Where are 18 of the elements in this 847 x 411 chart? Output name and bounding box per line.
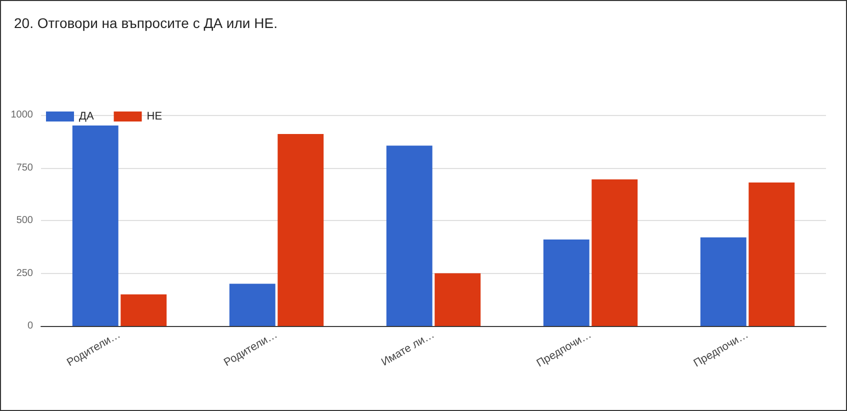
bar	[278, 134, 324, 326]
bar	[543, 239, 590, 326]
bar	[592, 179, 638, 326]
bar	[72, 126, 118, 326]
bar	[434, 273, 481, 326]
bar	[748, 182, 795, 326]
legend-label: ДА	[79, 110, 94, 122]
bar	[229, 284, 276, 326]
bar	[386, 146, 432, 326]
y-tick-label: 0	[27, 320, 34, 332]
legend-label: НЕ	[146, 110, 162, 122]
bar	[120, 294, 167, 326]
y-tick-label: 500	[16, 215, 34, 226]
y-tick-label: 250	[16, 268, 34, 279]
y-tick-label: 750	[16, 162, 34, 174]
bar	[700, 237, 746, 326]
y-tick-label: 1000	[10, 110, 34, 120]
chart-title: 20. Отговори на въпросите с ДА или НЕ.	[14, 15, 278, 31]
